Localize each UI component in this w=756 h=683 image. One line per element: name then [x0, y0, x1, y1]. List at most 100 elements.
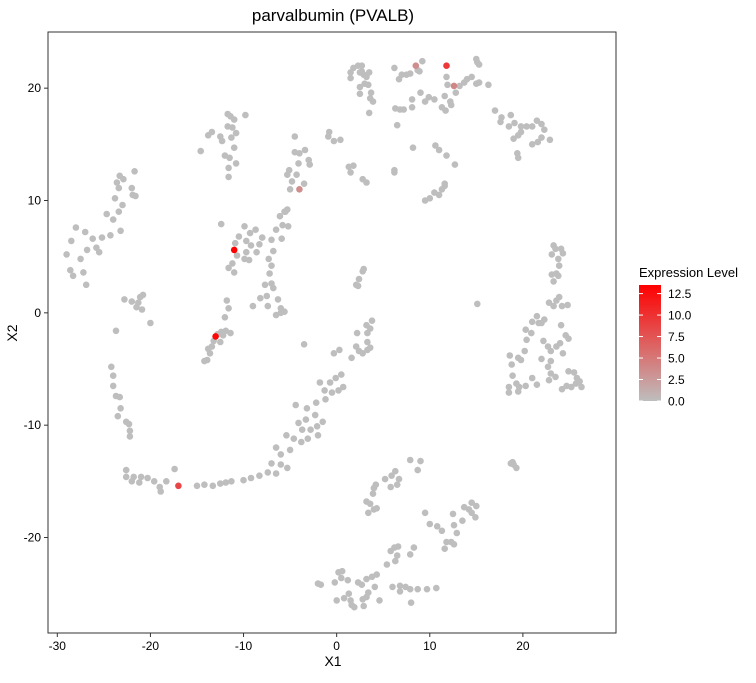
data-point	[243, 237, 250, 245]
data-point	[450, 541, 458, 548]
data-point	[80, 269, 87, 276]
data-point	[412, 62, 420, 69]
data-point	[209, 482, 217, 490]
data-point	[307, 426, 314, 434]
data-point	[325, 128, 333, 136]
data-point	[538, 355, 545, 363]
data-point	[69, 272, 77, 280]
data-point	[117, 405, 124, 412]
data-point	[116, 172, 123, 180]
legend: Expression Level 12.5 10.0 7.5 5.0 2.5 0.0	[639, 265, 738, 409]
legend-break-label: 5.0	[668, 352, 685, 366]
data-point	[291, 148, 299, 156]
data-point	[319, 418, 327, 426]
data-point	[352, 281, 360, 289]
data-point	[363, 179, 370, 186]
data-point	[421, 98, 429, 105]
y-axis: -20 -10 0 10 20	[24, 81, 48, 545]
data-point	[330, 350, 338, 357]
data-point	[433, 584, 440, 592]
x-tick-label: -20	[142, 639, 160, 653]
data-point	[558, 302, 566, 310]
data-point	[387, 547, 395, 555]
data-point	[475, 61, 483, 68]
data-point	[226, 154, 233, 162]
data-point	[548, 251, 556, 258]
data-point	[538, 120, 545, 128]
data-point	[459, 517, 466, 524]
y-tick-label: -20	[24, 531, 42, 545]
data-point	[558, 385, 566, 393]
data-point	[228, 478, 235, 485]
data-point	[253, 248, 260, 256]
data-point	[266, 270, 273, 277]
data-point	[316, 379, 324, 386]
data-point	[578, 383, 585, 391]
data-point	[473, 55, 480, 63]
data-point	[314, 432, 322, 439]
legend-colorbar	[639, 285, 661, 401]
data-point	[396, 582, 404, 590]
data-point	[335, 387, 342, 394]
x-tick-label: -30	[49, 639, 67, 653]
data-point	[572, 380, 580, 387]
data-points	[63, 55, 585, 611]
data-point	[235, 233, 243, 240]
data-point	[295, 160, 302, 167]
data-point	[89, 235, 96, 242]
data-point	[256, 472, 263, 480]
data-point	[229, 260, 236, 267]
data-point	[111, 195, 119, 202]
data-point	[68, 237, 75, 245]
data-point	[473, 80, 480, 87]
data-point	[193, 482, 201, 490]
data-point	[426, 520, 434, 528]
data-point	[119, 201, 126, 209]
data-point	[247, 242, 255, 249]
data-point	[338, 567, 346, 575]
data-point	[144, 474, 151, 482]
data-point	[175, 482, 182, 490]
data-point	[139, 291, 147, 299]
data-point	[548, 271, 556, 278]
data-point	[508, 361, 515, 368]
data-point	[107, 232, 114, 239]
data-point	[403, 71, 410, 78]
data-point	[113, 179, 121, 186]
data-point	[249, 302, 257, 310]
data-point	[223, 297, 231, 304]
data-point	[224, 123, 231, 130]
data-point	[326, 379, 334, 386]
data-point	[345, 590, 353, 597]
data-point	[433, 523, 441, 530]
data-point	[557, 321, 565, 329]
data-point	[115, 208, 123, 215]
data-point	[285, 166, 293, 174]
data-point	[281, 308, 288, 316]
data-point	[302, 416, 310, 423]
data-point	[367, 89, 375, 96]
data-point	[284, 223, 292, 230]
x-tick-label: 10	[423, 639, 437, 653]
data-point	[528, 318, 536, 326]
legend-break-label: 2.5	[668, 373, 685, 387]
data-point	[82, 281, 90, 289]
data-point	[456, 82, 463, 90]
data-point	[559, 350, 567, 357]
data-point	[264, 469, 272, 476]
data-point	[421, 197, 429, 204]
data-point	[348, 354, 355, 362]
data-point	[505, 123, 513, 130]
data-point	[232, 129, 240, 137]
data-point	[277, 461, 285, 468]
data-point	[441, 545, 449, 552]
data-point	[376, 597, 383, 604]
data-point	[419, 57, 426, 65]
data-point	[443, 73, 450, 81]
data-point	[256, 241, 263, 248]
data-point	[553, 297, 560, 304]
x-tick-label: 0	[333, 639, 340, 653]
data-point	[450, 521, 458, 529]
